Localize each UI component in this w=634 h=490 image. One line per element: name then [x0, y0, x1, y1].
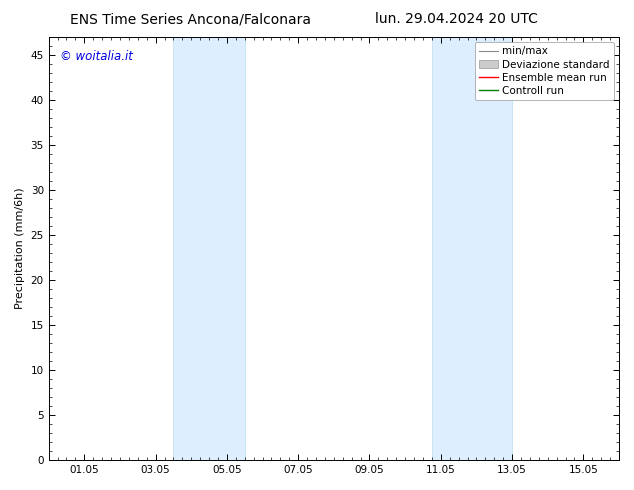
Text: ENS Time Series Ancona/Falconara: ENS Time Series Ancona/Falconara: [70, 12, 311, 26]
Text: © woitalia.it: © woitalia.it: [60, 50, 133, 63]
Y-axis label: Precipitation (mm/6h): Precipitation (mm/6h): [15, 188, 25, 309]
Text: lun. 29.04.2024 20 UTC: lun. 29.04.2024 20 UTC: [375, 12, 538, 26]
Bar: [432, 37, 512, 460]
Legend: min/max, Deviazione standard, Ensemble mean run, Controll run: min/max, Deviazione standard, Ensemble m…: [475, 42, 614, 100]
Bar: [174, 37, 245, 460]
